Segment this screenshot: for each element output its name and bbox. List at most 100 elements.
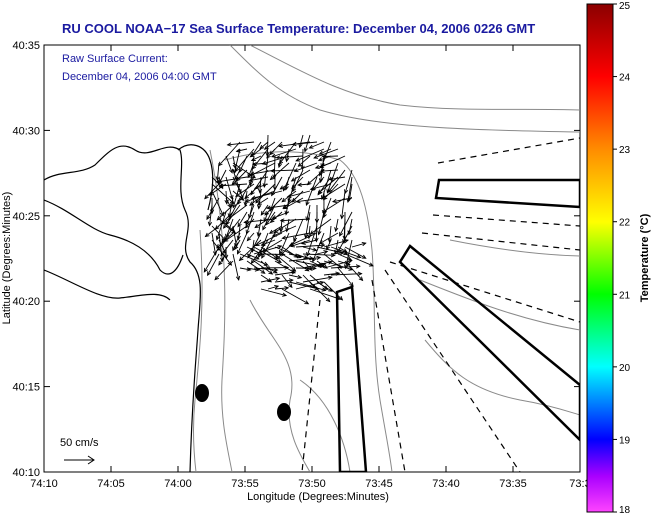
current-vector-head <box>227 213 232 219</box>
current-vector <box>282 232 311 239</box>
current-vector-head <box>260 210 265 216</box>
lane-east <box>434 178 580 209</box>
x-tick-label: 74:10 <box>30 478 58 490</box>
current-vector-head <box>251 164 256 170</box>
current-vector <box>251 141 262 157</box>
current-vector-head <box>328 176 334 182</box>
current-vector-head <box>318 171 323 177</box>
current-vector-head <box>309 230 315 235</box>
current-vector-head <box>270 153 277 158</box>
current-vector-head <box>342 248 348 253</box>
current-vector-head <box>349 282 354 287</box>
current-vector <box>281 288 309 305</box>
current-vector-head <box>305 216 310 222</box>
current-vector-head <box>237 199 242 205</box>
current-vector <box>206 197 220 220</box>
coastline-shore <box>44 269 171 301</box>
current-vector-head <box>312 247 318 252</box>
scale-label: 50 cm/s <box>60 437 99 449</box>
current-vector <box>232 232 241 251</box>
current-vector <box>247 232 262 258</box>
coastline-mainland <box>44 145 202 472</box>
contour-outer <box>249 45 580 111</box>
current-vector-head <box>252 161 257 167</box>
current-vector <box>281 274 293 288</box>
y-tick-label: 40:35 <box>12 40 40 52</box>
current-vector-head <box>232 203 237 209</box>
current-vector-head <box>266 153 271 159</box>
current-vector <box>251 155 262 161</box>
current-vector-head <box>297 274 303 280</box>
colorbar-ticks: 25 24 23 22 21 20 19 18 <box>613 1 631 516</box>
current-vector-head <box>236 249 241 255</box>
map-panel <box>43 44 581 473</box>
current-vector-head <box>287 198 292 204</box>
current-vector <box>329 176 346 180</box>
current-vector <box>286 218 290 232</box>
current-vector <box>204 183 220 199</box>
current-vector-head <box>368 262 374 267</box>
current-vector <box>225 218 234 238</box>
current-vector-head <box>226 142 232 147</box>
current-vector <box>267 285 279 290</box>
contour-8 <box>449 239 580 257</box>
current-vector-head <box>228 168 234 174</box>
lane-dash-2 <box>432 214 580 227</box>
y-tick-label: 40:20 <box>12 296 40 308</box>
current-vector-head <box>282 292 288 297</box>
current-vector-head <box>237 222 242 228</box>
current-vector <box>292 141 318 145</box>
current-vector-head <box>339 231 344 237</box>
current-vector <box>318 176 339 194</box>
current-vector <box>267 267 278 274</box>
current-vector-head <box>257 188 263 194</box>
current-vector-head <box>321 194 327 199</box>
current-vector <box>221 204 248 225</box>
current-vector <box>279 232 290 255</box>
current-vector <box>319 155 346 168</box>
current-vector-head <box>291 141 297 147</box>
current-vector <box>276 155 304 159</box>
current-vector <box>253 246 282 263</box>
current-vector-head <box>288 278 294 283</box>
current-vector-head <box>361 241 367 247</box>
current-vector-head <box>269 175 275 181</box>
current-vector <box>255 183 276 204</box>
current-vector-head <box>256 232 261 238</box>
current-vector-head <box>308 144 314 149</box>
x-tick-label: 73:40 <box>432 478 460 490</box>
current-vector-head <box>305 201 310 207</box>
current-vector-head <box>284 286 290 291</box>
current-vector-head <box>291 197 297 203</box>
current-vector <box>246 267 259 271</box>
current-vector <box>276 239 297 260</box>
current-vector-head <box>297 162 303 167</box>
current-vector-head <box>218 183 224 188</box>
coastline-inlet <box>44 199 184 275</box>
current-vector-head <box>274 285 280 290</box>
current-vector-head <box>321 154 327 159</box>
current-vector <box>287 190 311 198</box>
colorbar-tick-label: 23 <box>619 145 631 156</box>
current-vector <box>351 242 366 248</box>
current-vector-head <box>208 191 214 196</box>
current-vector-head <box>227 261 233 266</box>
current-vector <box>321 169 332 200</box>
current-vector-head <box>257 253 262 259</box>
current-vector-head <box>268 229 274 234</box>
current-vector-head <box>323 285 329 291</box>
current-vector-head <box>300 165 305 171</box>
current-vector-head <box>265 220 270 226</box>
current-vector-head <box>219 211 224 217</box>
current-vector-head <box>246 236 252 242</box>
disposal-area-2 <box>277 403 291 421</box>
current-vector <box>266 134 269 156</box>
current-vector <box>225 190 228 204</box>
current-vector <box>344 260 363 281</box>
current-vector <box>272 225 297 237</box>
current-vector-head <box>229 199 235 205</box>
current-vector-head <box>293 236 298 242</box>
current-vector-head <box>321 208 327 213</box>
current-vector <box>328 169 346 193</box>
current-vector-head <box>263 145 269 150</box>
